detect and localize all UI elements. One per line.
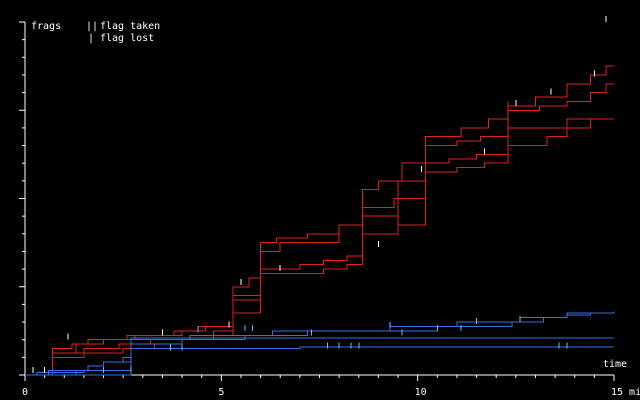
series-line-blue-6 [25,311,615,376]
series-line-red-1 [25,65,614,376]
legend-lost-label: flag lost [100,33,154,44]
legend-taken-symbol: || [86,21,98,32]
x-tick-label: 10 [415,387,427,398]
series-line-red-2 [25,83,614,376]
series-layer [25,65,615,376]
y-axis-label: frags [31,21,61,32]
x-tick-label: 5 [218,387,224,398]
legend-taken-label: flag taken [100,21,160,32]
series-line-red-3 [25,118,614,376]
series-line-red-4 [25,118,614,376]
series-line-blue-7 [25,337,614,376]
x-tick-label: 15 min [611,387,640,398]
flag-markers [32,16,607,374]
x-axis-label: time [603,359,627,370]
axes: 0 5 10 15 min [19,21,640,398]
legend-lost-symbol: | [88,33,94,44]
series-line-blue-8 [25,346,614,376]
x-tick-label: 0 [22,387,28,398]
